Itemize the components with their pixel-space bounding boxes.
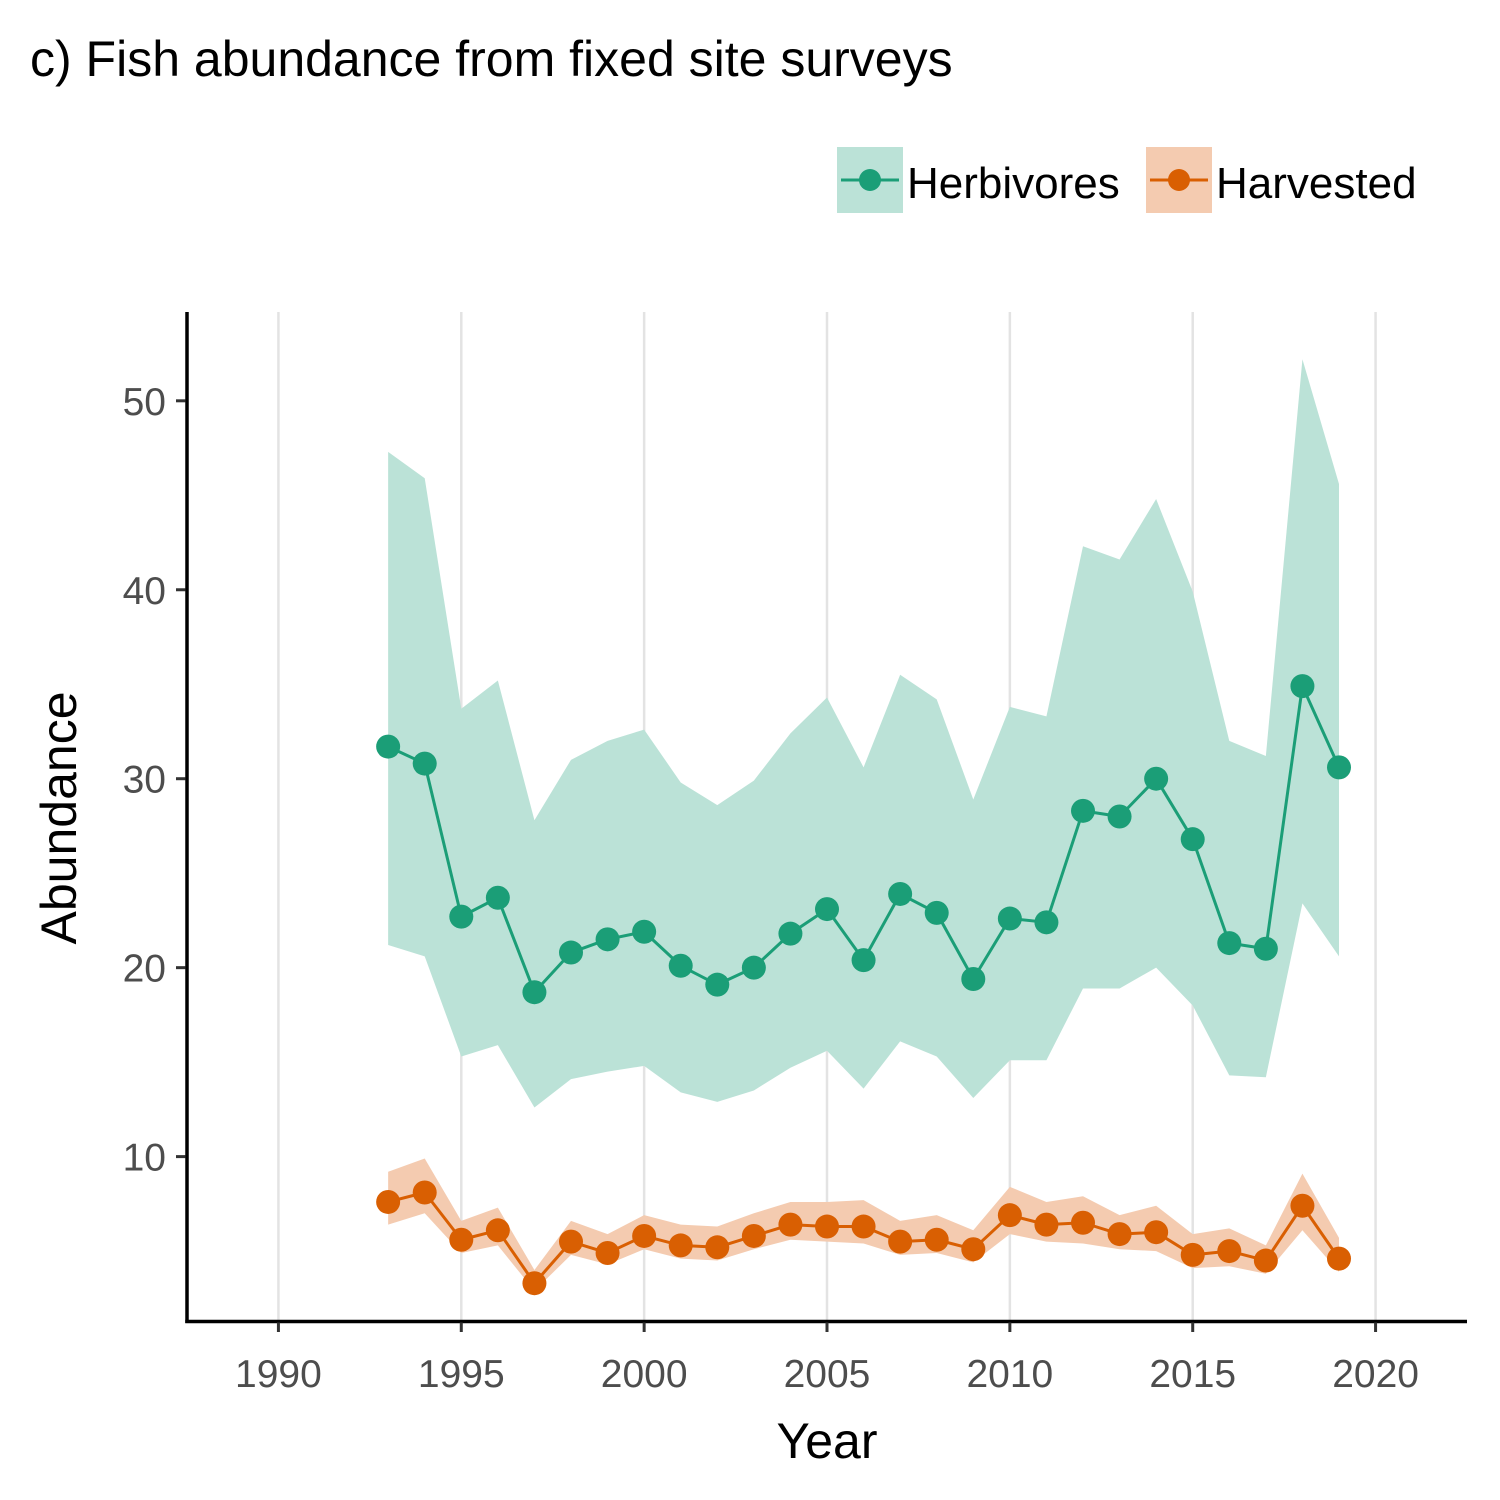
x-axis-title: Year xyxy=(776,1413,877,1469)
harvested-point-2010 xyxy=(997,1203,1022,1228)
herbivores-point-1993 xyxy=(376,734,401,759)
harvested-point-1995 xyxy=(449,1227,474,1252)
harvested-point-2003 xyxy=(741,1223,766,1248)
y-tick-label-50: 50 xyxy=(123,381,166,424)
harvested-point-2014 xyxy=(1144,1220,1169,1245)
harvested-point-1996 xyxy=(485,1218,510,1243)
confidence-bands xyxy=(388,359,1340,1291)
x-tick-label-1995: 1995 xyxy=(418,1353,505,1396)
herbivores-point-1999 xyxy=(595,927,620,952)
harvested-point-1993 xyxy=(376,1189,401,1214)
y-tick-label-40: 40 xyxy=(123,570,166,613)
herbivores-point-2010 xyxy=(997,906,1022,931)
harvested-point-2004 xyxy=(778,1212,803,1237)
harvested-point-2002 xyxy=(705,1235,730,1260)
harvested-point-2013 xyxy=(1107,1222,1132,1247)
harvested-point-2012 xyxy=(1071,1210,1095,1235)
harvested-point-2018 xyxy=(1290,1193,1315,1218)
y-tick-label-20: 20 xyxy=(123,948,166,991)
herbivores-point-2008 xyxy=(924,900,949,925)
harvested-point-1994 xyxy=(412,1180,437,1205)
harvested-point-2006 xyxy=(851,1214,876,1239)
herbivores-point-2017 xyxy=(1253,936,1278,961)
legend: Herbivores Harvested xyxy=(837,147,1417,213)
x-tick-label-2005: 2005 xyxy=(784,1353,871,1396)
herbivores-point-2003 xyxy=(741,955,766,980)
x-tick-label-2010: 2010 xyxy=(966,1353,1053,1396)
herbivores-point-2001 xyxy=(668,953,693,978)
herbivores-point-1995 xyxy=(449,904,474,929)
herbivores-point-2015 xyxy=(1180,827,1205,852)
herbivores-point-2004 xyxy=(778,921,803,946)
y-axis-ticks: 10 20 30 40 50 xyxy=(123,381,186,1180)
harvested-point-1998 xyxy=(559,1229,583,1254)
herbivores-point-2012 xyxy=(1071,798,1095,823)
harvested-point-2008 xyxy=(924,1227,949,1252)
legend-harvested-label: Harvested xyxy=(1216,159,1417,208)
x-axis-ticks: 1990 1995 2000 2005 2010 2015 2020 xyxy=(235,1322,1419,1396)
legend-herbivores-label: Herbivores xyxy=(907,159,1120,208)
herbivores-point-1994 xyxy=(412,751,437,776)
herbivores-confidence-band xyxy=(388,359,1340,1108)
data-points xyxy=(376,674,1351,1296)
harvested-point-2019 xyxy=(1327,1246,1351,1271)
y-tick-label-10: 10 xyxy=(123,1137,166,1180)
herbivores-point-2005 xyxy=(815,897,839,922)
herbivores-point-2011 xyxy=(1034,910,1059,935)
y-tick-label-30: 30 xyxy=(123,759,166,802)
legend-harvested-point-key xyxy=(1168,169,1190,191)
herbivores-point-2002 xyxy=(705,972,730,997)
harvested-point-2016 xyxy=(1217,1239,1242,1264)
herbivores-point-1996 xyxy=(485,885,510,910)
harvested-point-2017 xyxy=(1253,1248,1278,1273)
harvested-point-1997 xyxy=(522,1271,547,1296)
y-axis-title: Abundance xyxy=(31,691,87,944)
harvested-point-2000 xyxy=(632,1223,657,1248)
herbivores-point-1997 xyxy=(522,980,547,1005)
herbivores-point-2019 xyxy=(1327,755,1351,780)
harvested-point-2015 xyxy=(1180,1242,1205,1267)
x-tick-label-1990: 1990 xyxy=(235,1353,322,1396)
x-tick-label-2000: 2000 xyxy=(601,1353,688,1396)
harvested-point-1999 xyxy=(595,1240,620,1265)
chart-title: c) Fish abundance from fixed site survey… xyxy=(30,31,953,87)
herbivores-point-2000 xyxy=(632,919,657,944)
harvested-point-2009 xyxy=(961,1237,986,1262)
x-tick-label-2015: 2015 xyxy=(1149,1353,1236,1396)
herbivores-point-2016 xyxy=(1217,931,1242,956)
herbivores-point-2014 xyxy=(1144,766,1169,791)
harvested-point-2011 xyxy=(1034,1212,1059,1237)
herbivores-point-2013 xyxy=(1107,804,1132,829)
harvested-point-2005 xyxy=(815,1214,839,1239)
herbivores-point-2018 xyxy=(1290,674,1315,699)
legend-herbivores-point-key xyxy=(859,169,881,191)
x-tick-label-2020: 2020 xyxy=(1332,1353,1419,1396)
herbivores-point-2009 xyxy=(961,966,986,991)
harvested-point-2007 xyxy=(888,1229,913,1254)
herbivores-point-1998 xyxy=(559,940,583,965)
herbivores-point-2006 xyxy=(851,948,876,973)
herbivores-point-2007 xyxy=(888,881,913,906)
harvested-point-2001 xyxy=(668,1233,693,1258)
